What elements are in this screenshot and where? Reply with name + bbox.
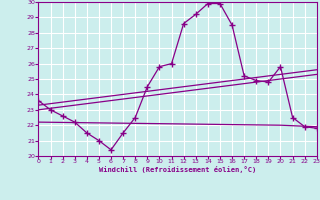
X-axis label: Windchill (Refroidissement éolien,°C): Windchill (Refroidissement éolien,°C) bbox=[99, 166, 256, 173]
